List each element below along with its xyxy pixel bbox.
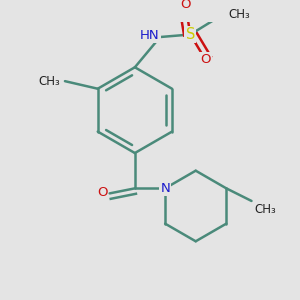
Text: O: O <box>97 186 107 199</box>
Text: O: O <box>200 53 211 66</box>
Text: CH₃: CH₃ <box>254 203 276 217</box>
Text: CH₃: CH₃ <box>228 8 250 21</box>
Text: S: S <box>186 27 195 42</box>
Text: N: N <box>160 182 170 195</box>
Text: CH₃: CH₃ <box>38 75 60 88</box>
Text: HN: HN <box>140 29 160 42</box>
Text: O: O <box>180 0 190 11</box>
